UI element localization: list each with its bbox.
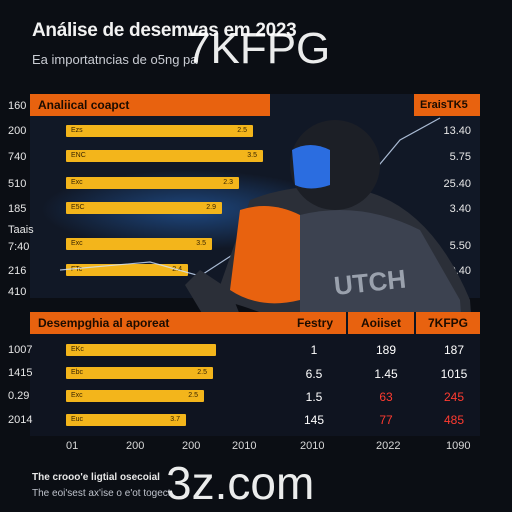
table-cell: 1.5 (305, 390, 323, 404)
bar-label: Ebc (71, 369, 84, 376)
x-label: 200 (126, 440, 145, 452)
y-label: 1007 (8, 344, 33, 356)
y-label: 2014 (8, 414, 33, 426)
y-label: 160 (8, 100, 27, 112)
bar-value: 2.5 (237, 127, 247, 134)
table-cell: 187 (443, 343, 465, 357)
bar-value: 2.5 (197, 369, 207, 376)
y-label: 216 (8, 265, 27, 277)
col-header: 7KFPG (416, 312, 480, 334)
table-cell: 245 (443, 390, 465, 404)
x-label: 2010 (232, 440, 257, 452)
table-cell: 1 (310, 343, 318, 357)
right-value: 5.75 (449, 151, 471, 163)
bar-value: 2.9 (206, 204, 216, 211)
page-subtitle: Ea importatncias de o5ng pa (32, 52, 198, 67)
table-cell: 63 (379, 390, 393, 404)
bar-label: FTc (71, 266, 83, 273)
top-panel-header: Analiical coapct (30, 94, 270, 116)
bar-value: 3.7 (170, 416, 180, 423)
bar: EKc (66, 344, 216, 356)
y-label: 740 (8, 151, 27, 163)
x-label: 2022 (376, 440, 401, 452)
y-label: 0.29 (8, 390, 30, 402)
y-label: 410 (8, 286, 27, 298)
bottom-panel-header: Desempghia al aporeat (30, 312, 284, 334)
right-value: 5.50 (449, 240, 471, 252)
top-panel-header-right: EraisTK5 (414, 94, 480, 116)
y-label: 7:40 (8, 241, 30, 253)
watermark-bottom: 3z.com (166, 457, 315, 509)
x-label: 200 (182, 440, 201, 452)
table-cell: 145 (303, 413, 325, 427)
y-label: 200 (8, 125, 27, 137)
watermark-top: 7KFPG (186, 24, 331, 73)
bar-value: 3.5 (247, 152, 257, 159)
table-cell: 485 (443, 413, 465, 427)
x-label: 01 (66, 440, 79, 452)
bar: Euc 3.7 (66, 414, 186, 426)
bar-label: Ezs (71, 127, 83, 134)
right-value: 25.40 (443, 178, 471, 190)
bar-label: ENC (71, 152, 86, 159)
bar: Ezs 2.5 (66, 125, 253, 137)
y-label: Taais (8, 224, 34, 236)
bar: E5C 2.9 (66, 202, 222, 214)
x-label: 1090 (446, 440, 471, 452)
bar-value: 2.3 (223, 179, 233, 186)
right-value: 13.40 (443, 125, 471, 137)
bar-label: Exc (71, 240, 83, 247)
table-cell: 77 (379, 413, 393, 427)
bar: Ebc 2.5 (66, 367, 213, 379)
bar-label: E5C (71, 204, 85, 211)
bar-label: Exc (71, 392, 83, 399)
bar: Exc 2.5 (66, 390, 204, 402)
table-cell: 1015 (440, 367, 468, 381)
col-header: Festry (284, 312, 346, 334)
bar-value: 3.5 (196, 240, 206, 247)
athlete-visor (292, 145, 330, 189)
col-header: Aoiiset (348, 312, 414, 334)
table-cell: 189 (375, 343, 397, 357)
footer-line-2: The eoi'sest ax'ise o e'ot togect (32, 488, 171, 499)
bar-value: 2.5 (188, 392, 198, 399)
right-value: 3.40 (449, 203, 471, 215)
table-cell: 1.45 (374, 367, 398, 381)
page-title: Análise de desemvas em 2023 (32, 20, 297, 41)
y-label: 185 (8, 203, 27, 215)
footer-line-1: The crooo'e ligtial osecoial (32, 472, 160, 483)
bar: Exc 2.3 (66, 177, 239, 189)
bar-label: Euc (71, 416, 84, 423)
y-label: 1415 (8, 367, 33, 379)
bar-label: Exc (71, 179, 83, 186)
bar: Exc 3.5 (66, 238, 212, 250)
bar-label: EKc (71, 346, 84, 353)
athlete-shoulder (230, 206, 300, 304)
table-cell: 6.5 (305, 367, 323, 381)
x-label: 2010 (300, 440, 325, 452)
bar: ENC 3.5 (66, 150, 263, 162)
y-label: 510 (8, 178, 27, 190)
